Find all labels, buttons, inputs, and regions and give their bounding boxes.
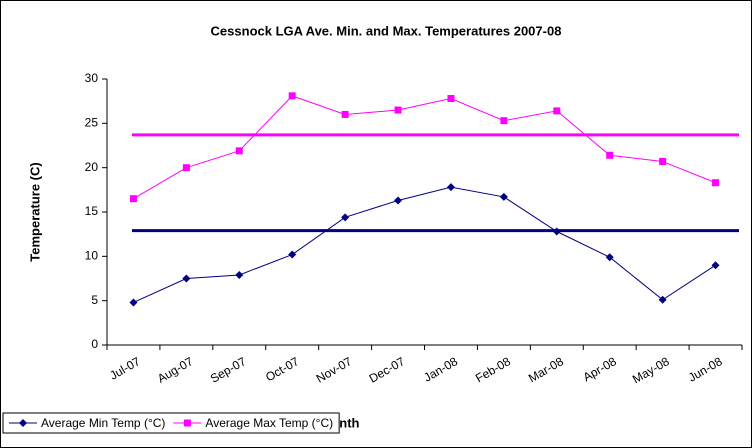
y-tick-label: 0: [91, 337, 98, 351]
data-point: [711, 261, 720, 270]
data-point: [659, 157, 667, 165]
data-point: [341, 110, 349, 118]
y-tick-label: 5: [91, 293, 98, 307]
legend-box: [2, 412, 340, 434]
data-point: [341, 213, 350, 222]
data-point: [712, 179, 720, 187]
data-point: [553, 107, 561, 115]
data-point: [235, 147, 243, 155]
legend: Average Min Temp (°C) Average Max Temp (°…: [2, 412, 340, 434]
y-tick-label: 25: [85, 116, 99, 130]
y-tick-label: 30: [85, 71, 99, 85]
data-point: [129, 298, 138, 307]
data-point: [658, 295, 667, 304]
data-point: [19, 419, 27, 427]
data-point: [288, 250, 297, 259]
data-point: [447, 95, 455, 103]
legend-label: Average Min Temp (°C): [41, 416, 165, 430]
chart-title: Cessnock LGA Ave. Min. and Max. Temperat…: [211, 23, 562, 38]
data-point: [288, 92, 296, 100]
data-point: [605, 253, 614, 262]
data-point: [446, 183, 455, 192]
data-point: [182, 274, 191, 283]
data-point: [394, 106, 402, 114]
y-tick-label: 10: [85, 249, 99, 263]
data-point: [606, 151, 614, 159]
data-point: [182, 164, 190, 172]
data-point: [394, 196, 403, 205]
series-line: [133, 186, 716, 303]
data-point: [499, 192, 508, 201]
y-tick-label: 20: [85, 160, 99, 174]
series-line: [133, 95, 716, 200]
y-axis-label: Temperature (C): [27, 162, 42, 261]
data-point: [183, 419, 191, 427]
data-point: [500, 117, 508, 125]
legend-label: Average Max Temp (°C): [205, 416, 333, 430]
data-point: [552, 227, 561, 236]
data-point: [129, 195, 137, 203]
y-tick-label: 15: [85, 204, 99, 218]
data-point: [235, 270, 244, 279]
